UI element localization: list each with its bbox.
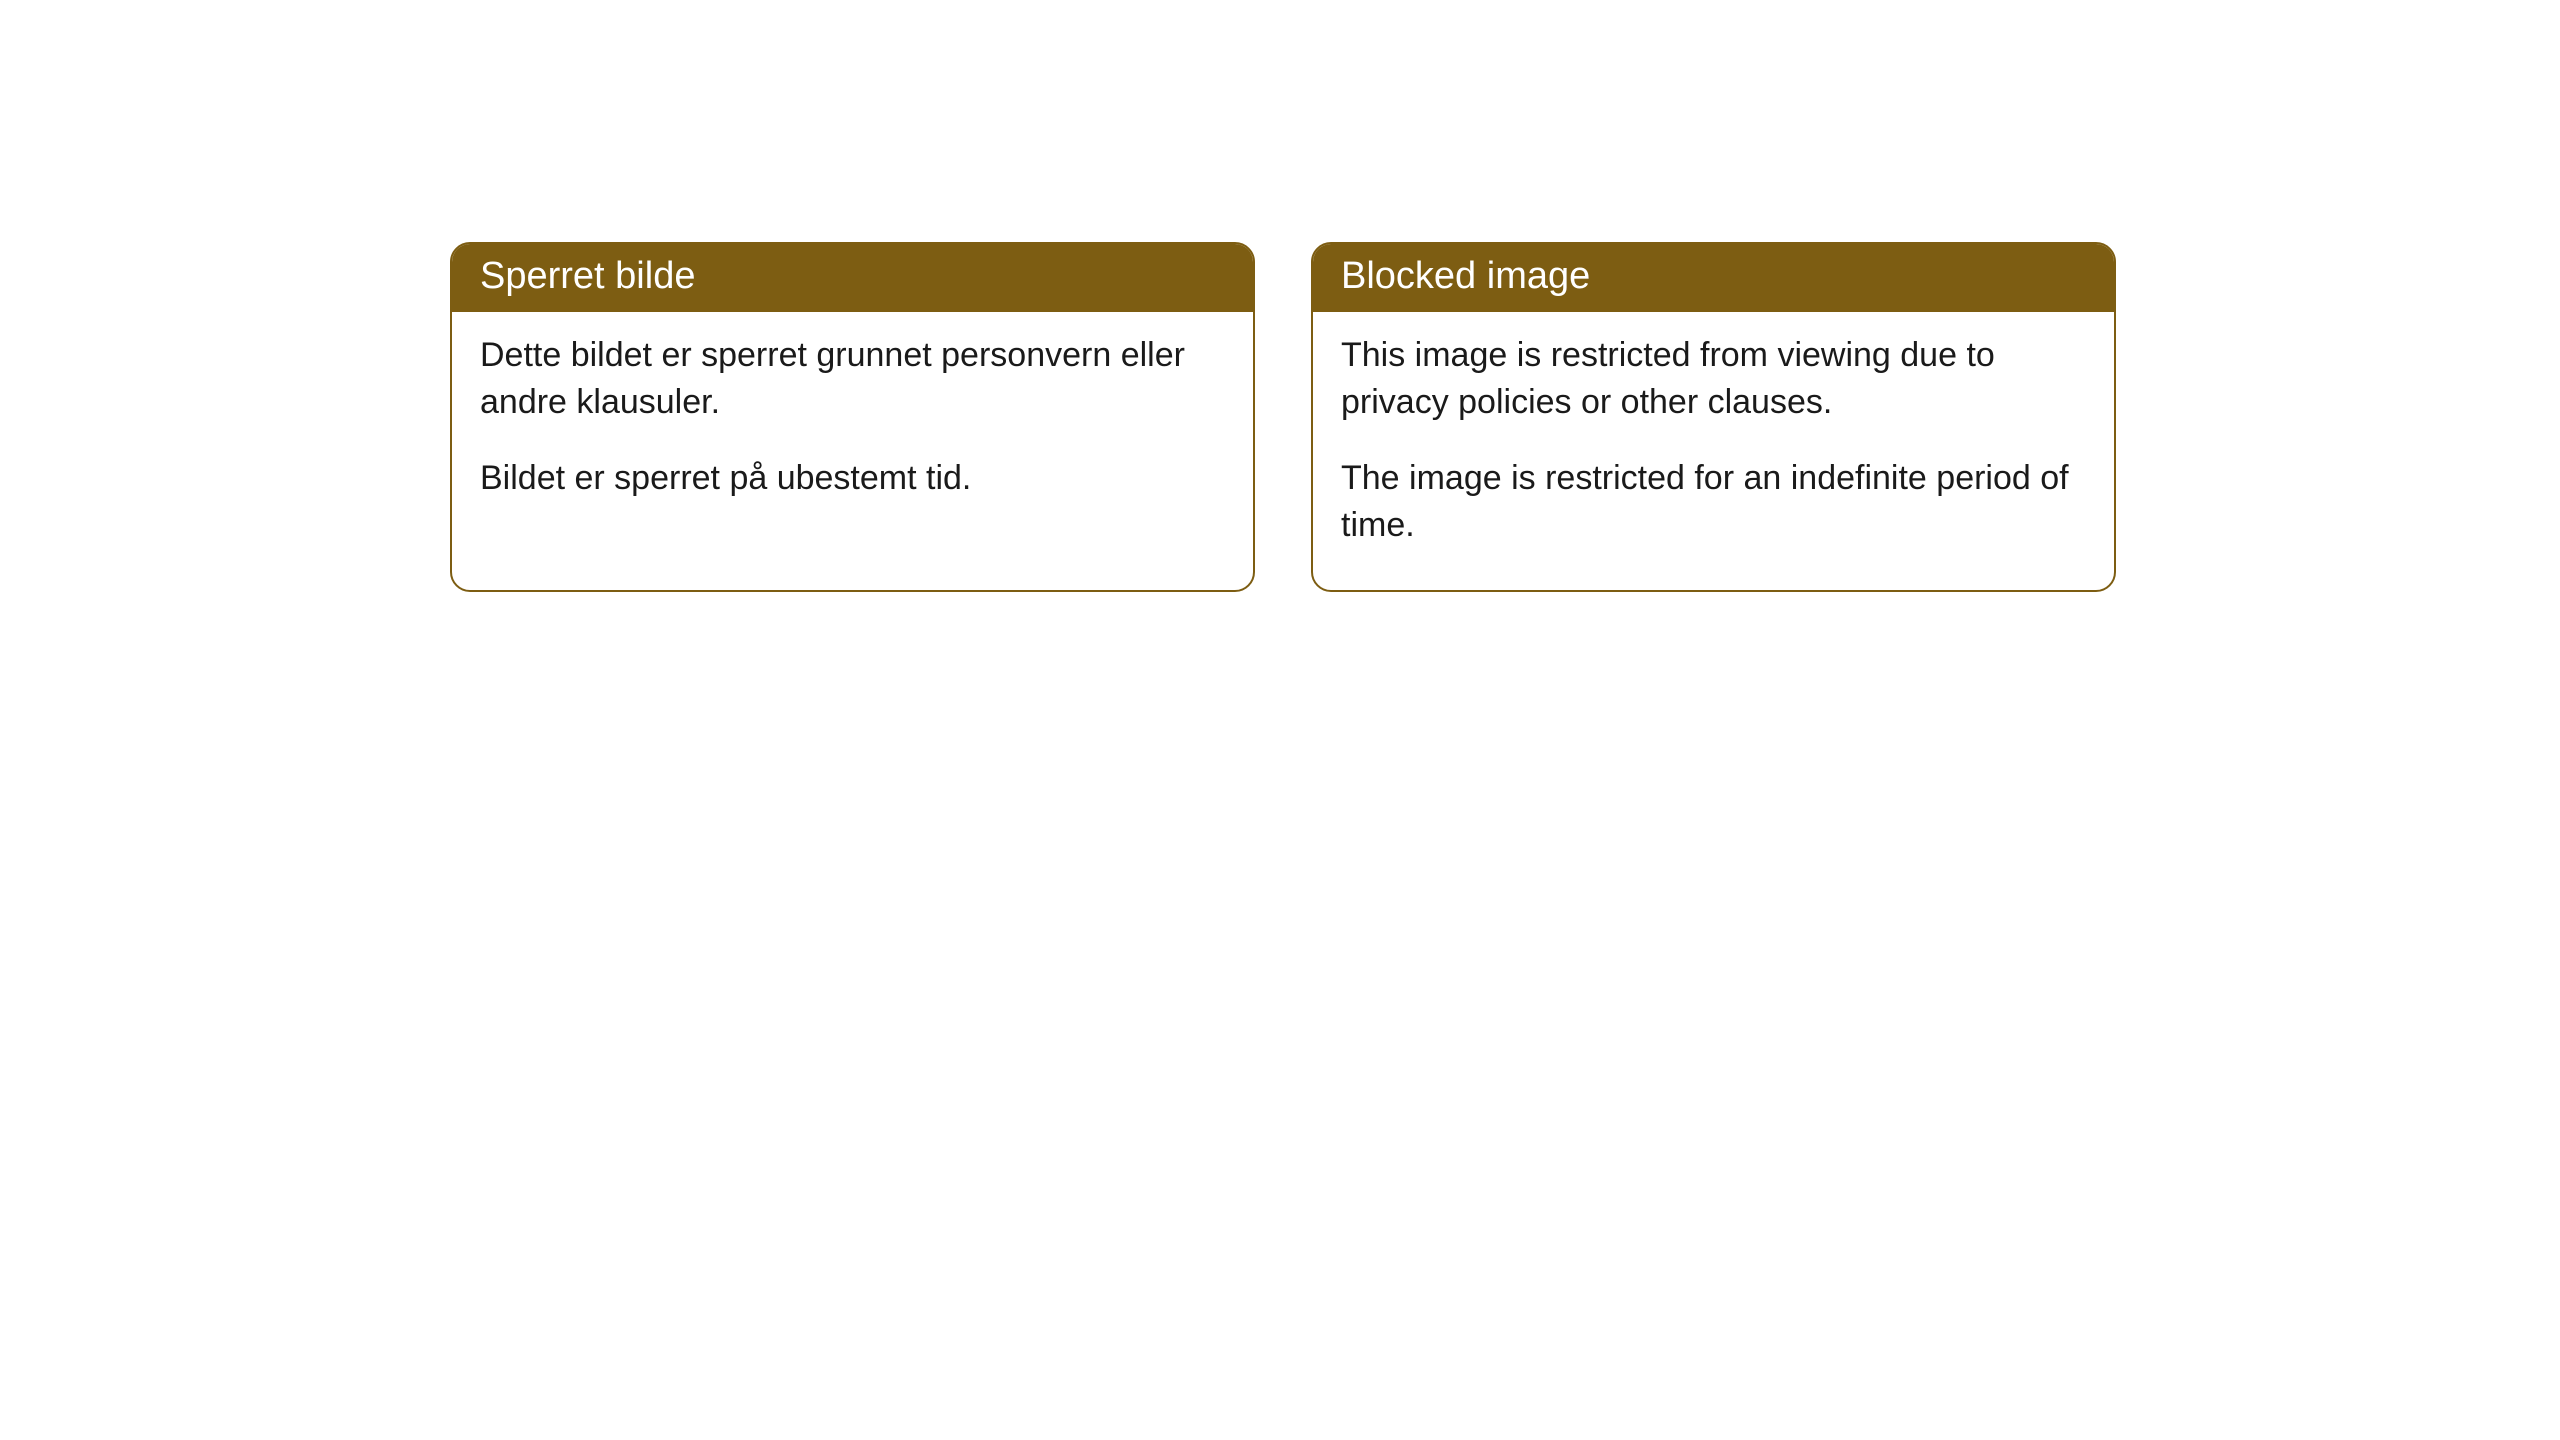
card-header: Blocked image [1313,244,2114,312]
card-body: This image is restricted from viewing du… [1313,312,2114,590]
notice-card-english: Blocked image This image is restricted f… [1311,242,2116,592]
card-paragraph: The image is restricted for an indefinit… [1341,455,2086,550]
card-paragraph: This image is restricted from viewing du… [1341,332,2086,427]
notice-card-norwegian: Sperret bilde Dette bildet er sperret gr… [450,242,1255,592]
card-header: Sperret bilde [452,244,1253,312]
notice-cards-container: Sperret bilde Dette bildet er sperret gr… [450,242,2116,592]
card-paragraph: Bildet er sperret på ubestemt tid. [480,455,1225,503]
card-body: Dette bildet er sperret grunnet personve… [452,312,1253,543]
card-paragraph: Dette bildet er sperret grunnet personve… [480,332,1225,427]
